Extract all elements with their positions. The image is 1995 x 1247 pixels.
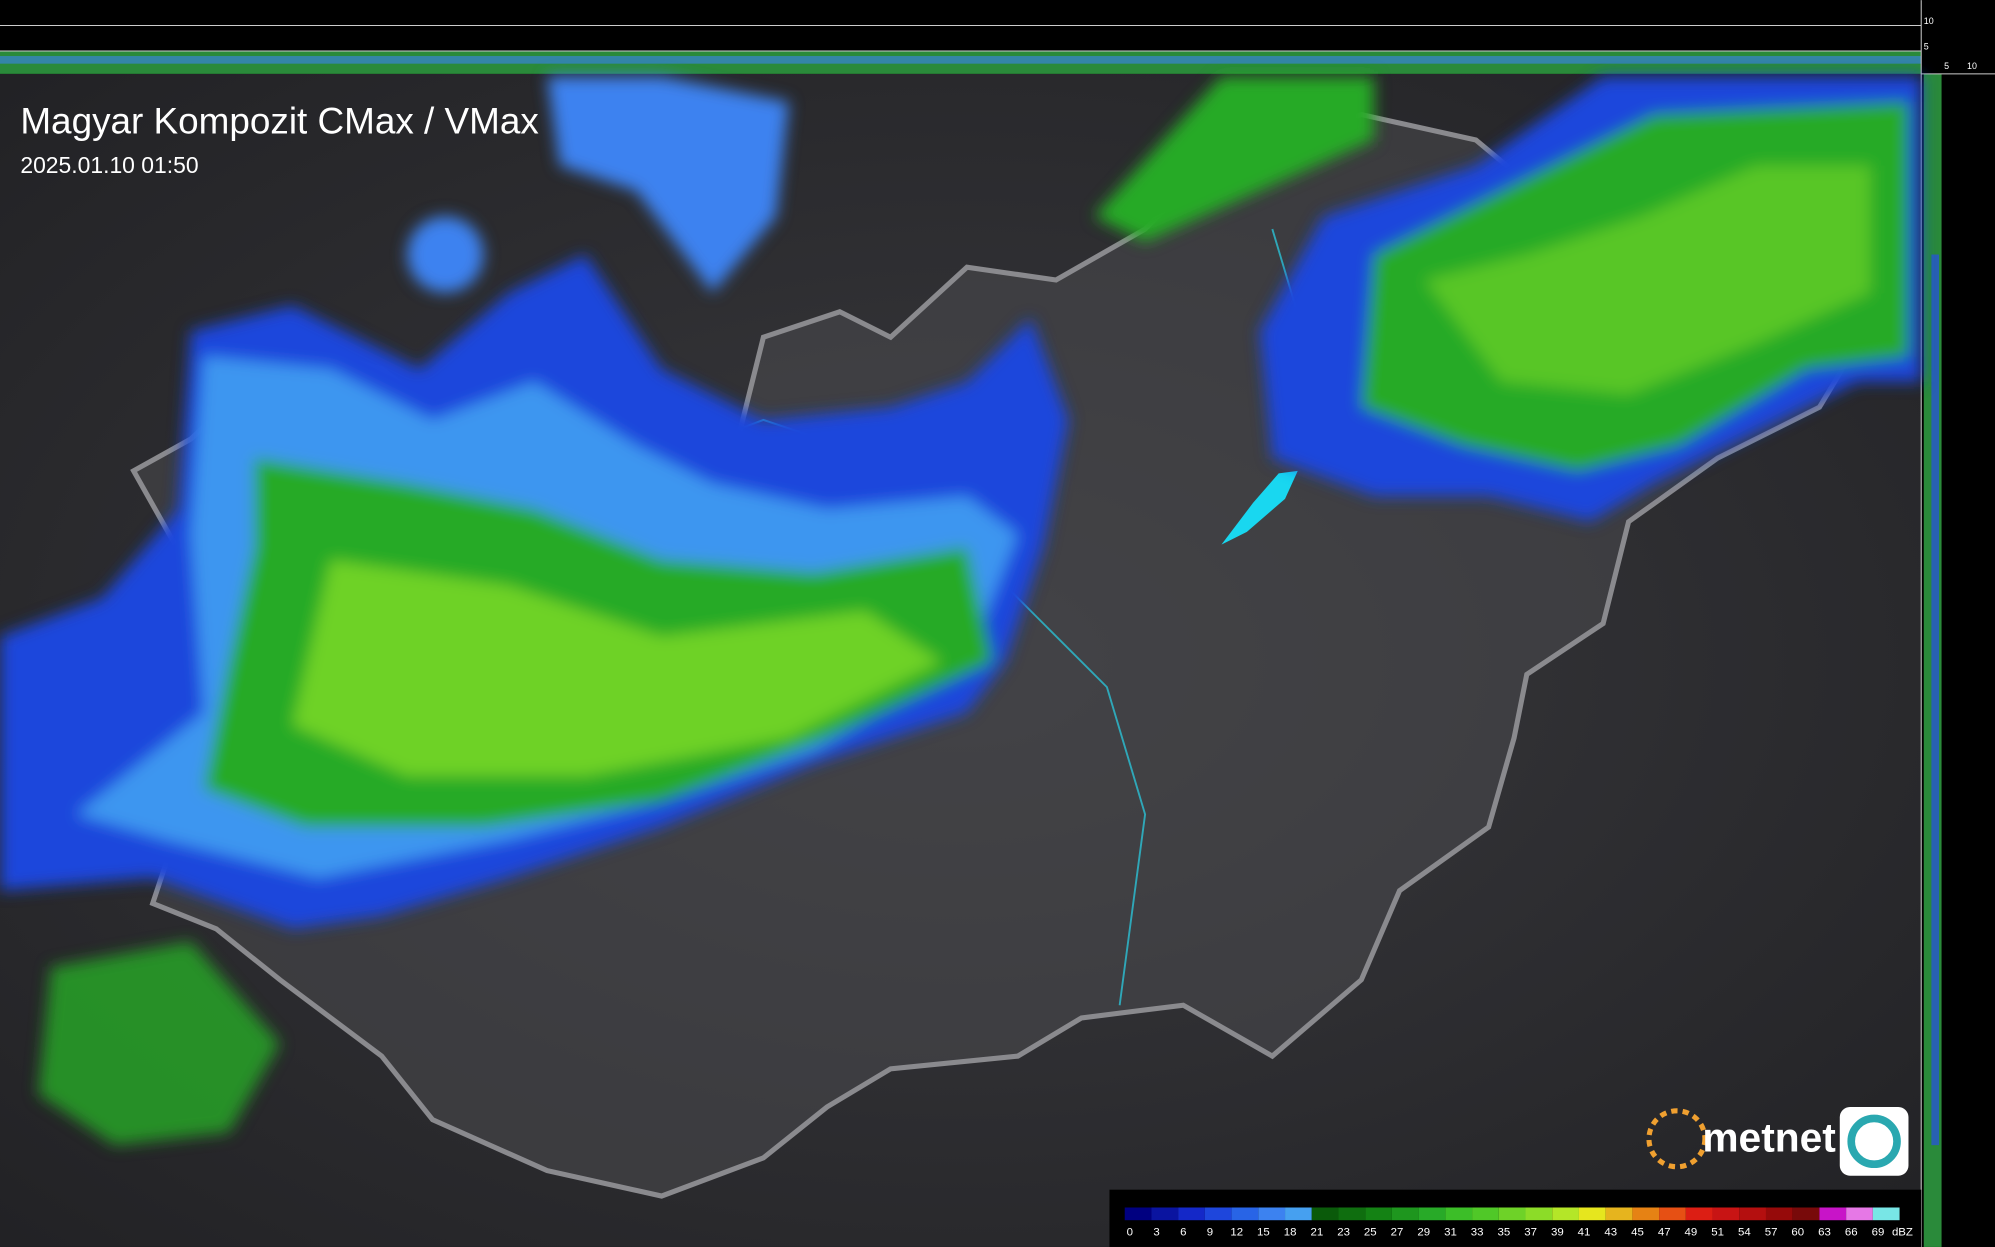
lake <box>1221 470 1298 545</box>
legend-label: 27 <box>1391 1226 1404 1238</box>
legend-swatch <box>1445 1207 1473 1221</box>
legend-label: 12 <box>1230 1226 1243 1238</box>
legend-label: 47 <box>1658 1226 1671 1238</box>
legend-swatch <box>1632 1207 1660 1221</box>
legend-swatch <box>1391 1207 1419 1221</box>
logo-text: metnet <box>1702 1115 1836 1161</box>
legend-swatch <box>1685 1207 1713 1221</box>
legend-label: 45 <box>1631 1226 1644 1238</box>
legend-swatch <box>1498 1207 1526 1221</box>
legend-label: 60 <box>1791 1226 1804 1238</box>
legend-label: 51 <box>1711 1226 1724 1238</box>
legend-swatch <box>1418 1207 1446 1221</box>
legend-swatch <box>1605 1207 1633 1221</box>
side-label: 10 <box>1924 16 1934 26</box>
legend-label: 15 <box>1257 1226 1270 1238</box>
legend-label: 31 <box>1444 1226 1457 1238</box>
legend-label: 25 <box>1364 1226 1377 1238</box>
legend-label: 18 <box>1284 1226 1297 1238</box>
legend-swatch <box>1846 1207 1873 1221</box>
legend-swatch <box>1204 1207 1232 1221</box>
top-profile-blue <box>0 56 1922 64</box>
side-profile-blue <box>1931 254 1940 1146</box>
legend-swatch <box>1258 1207 1286 1221</box>
legend-swatch <box>1525 1207 1553 1221</box>
legend-swatch <box>1578 1207 1606 1221</box>
legend-label: 33 <box>1471 1226 1484 1238</box>
legend-label: 37 <box>1524 1226 1537 1238</box>
legend-swatch <box>1712 1207 1740 1221</box>
legend: 0 3 6 9 12 15 18 21 23 25 27 29 31 33 35 37 39 41 43 45 47 49… <box>1124 1207 1913 1238</box>
legend-swatch <box>1285 1207 1312 1221</box>
legend-label: 57 <box>1765 1226 1778 1238</box>
legend-label: 9 <box>1207 1226 1213 1238</box>
legend-swatch <box>1124 1207 1152 1221</box>
legend-label: 6 <box>1180 1226 1186 1238</box>
side-label: 10 <box>1967 61 1977 71</box>
legend-swatch <box>1819 1207 1847 1221</box>
legend-label: 49 <box>1685 1226 1698 1238</box>
legend-swatch <box>1231 1207 1259 1221</box>
title: Magyar Kompozit CMax / VMax <box>20 101 539 142</box>
legend-label: 23 <box>1337 1226 1350 1238</box>
legend-swatch <box>1739 1207 1766 1221</box>
side-label: 5 <box>1924 42 1929 52</box>
legend-swatch <box>1365 1207 1392 1221</box>
legend-label: 3 <box>1153 1226 1159 1238</box>
side-label: 5 <box>1944 61 1949 71</box>
legend-unit: dBZ <box>1892 1226 1913 1238</box>
logo: metnet <box>1646 1106 1909 1176</box>
legend-swatch <box>1659 1207 1686 1221</box>
legend-swatch <box>1472 1207 1499 1221</box>
legend-swatch <box>1792 1207 1820 1221</box>
legend-label: 43 <box>1604 1226 1617 1238</box>
legend-label: 35 <box>1498 1226 1511 1238</box>
legend-label: 63 <box>1818 1226 1831 1238</box>
legend-swatch <box>1552 1207 1579 1221</box>
radar-echo <box>0 76 1922 1146</box>
legend-label: 0 <box>1127 1226 1133 1238</box>
legend-swatch <box>1178 1207 1205 1221</box>
legend-swatch <box>1311 1207 1339 1221</box>
timestamp: 2025.01.10 01:50 <box>20 152 198 178</box>
legend-label: 69 <box>1872 1226 1885 1238</box>
legend-label: 29 <box>1417 1226 1430 1238</box>
legend-swatch <box>1765 1207 1793 1221</box>
legend-label: 39 <box>1551 1226 1564 1238</box>
legend-label: 21 <box>1310 1226 1323 1238</box>
legend-swatch <box>1338 1207 1366 1221</box>
legend-swatch <box>1872 1207 1900 1221</box>
legend-label: 66 <box>1845 1226 1858 1238</box>
legend-label: 41 <box>1578 1226 1591 1238</box>
legend-swatch <box>1151 1207 1179 1221</box>
legend-label: 54 <box>1738 1226 1751 1238</box>
